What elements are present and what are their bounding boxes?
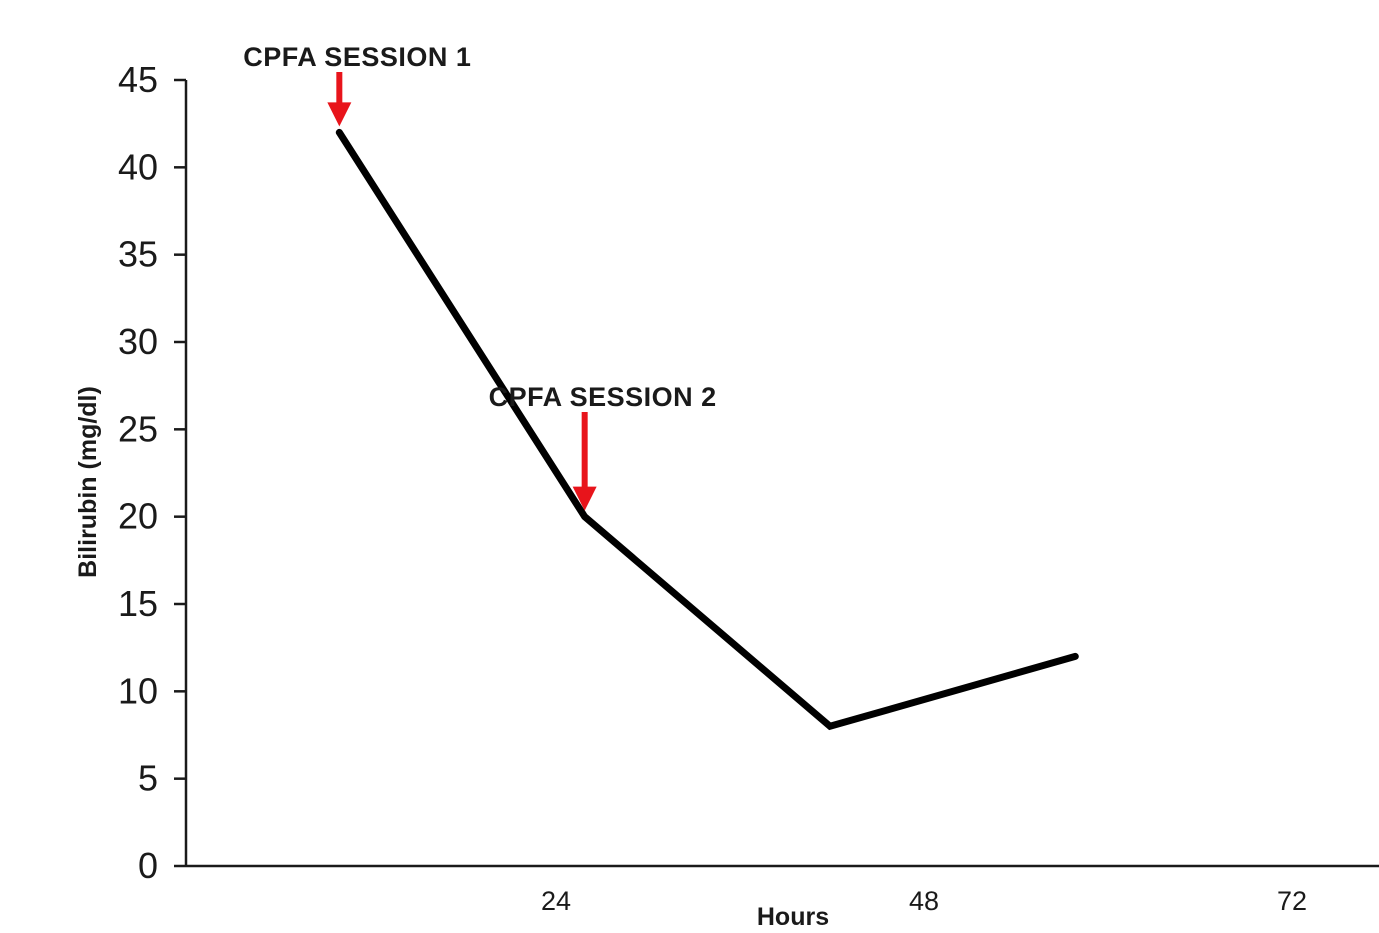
y-tick-label: 0 <box>138 845 158 886</box>
y-tick-label: 5 <box>138 758 158 799</box>
y-tick-label: 10 <box>118 670 158 711</box>
annotation-arrow-head <box>327 102 351 126</box>
x-tick-label: 48 <box>909 886 939 916</box>
y-tick-label: 40 <box>118 146 158 187</box>
x-axis-title: Hours <box>757 903 829 928</box>
annotations-group: CPFA SESSION 1 CPFA SESSION 2 <box>243 42 716 511</box>
y-tick-label: 30 <box>118 321 158 362</box>
x-tick-label: 72 <box>1277 886 1307 916</box>
ticks-group: 0 5 10 15 20 25 30 35 40 45 24 48 72 <box>118 59 1307 916</box>
axes-group <box>186 80 1379 866</box>
y-tick-label: 35 <box>118 234 158 275</box>
annotation-label: CPFA SESSION 2 <box>489 382 717 412</box>
y-tick-label: 20 <box>118 496 158 537</box>
y-tick-label: 45 <box>118 59 158 100</box>
y-axis-title: Bilirubin (mg/dl) <box>74 386 102 578</box>
annotation-label: CPFA SESSION 1 <box>243 42 471 72</box>
y-tick-label: 25 <box>118 408 158 449</box>
y-tick-label: 15 <box>118 583 158 624</box>
x-tick-label: 24 <box>541 886 571 916</box>
series-group <box>339 132 1075 726</box>
series-line <box>339 132 1075 726</box>
